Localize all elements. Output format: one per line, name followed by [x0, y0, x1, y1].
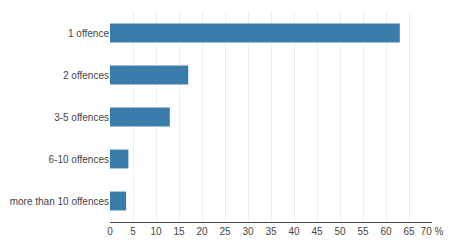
- svg-text:60: 60: [380, 226, 392, 237]
- svg-text:55: 55: [357, 226, 369, 237]
- svg-text:20: 20: [196, 226, 208, 237]
- svg-text:65: 65: [403, 226, 415, 237]
- svg-text:25: 25: [219, 226, 231, 237]
- svg-text:3-5 offences: 3-5 offences: [54, 112, 109, 123]
- svg-text:35: 35: [265, 226, 277, 237]
- svg-text:10: 10: [150, 226, 162, 237]
- svg-text:2 offences: 2 offences: [63, 70, 109, 81]
- svg-text:6-10 offences: 6-10 offences: [49, 154, 109, 165]
- svg-text:5: 5: [130, 226, 136, 237]
- svg-text:40: 40: [288, 226, 300, 237]
- svg-text:50: 50: [334, 226, 346, 237]
- svg-text:45: 45: [311, 226, 323, 237]
- svg-text:15: 15: [173, 226, 185, 237]
- svg-text:30: 30: [242, 226, 254, 237]
- svg-text:more than 10 offences: more than 10 offences: [10, 196, 109, 207]
- svg-text:70 %: 70 %: [421, 226, 444, 237]
- svg-text:0: 0: [107, 226, 113, 237]
- svg-text:1 offence: 1 offence: [68, 28, 109, 39]
